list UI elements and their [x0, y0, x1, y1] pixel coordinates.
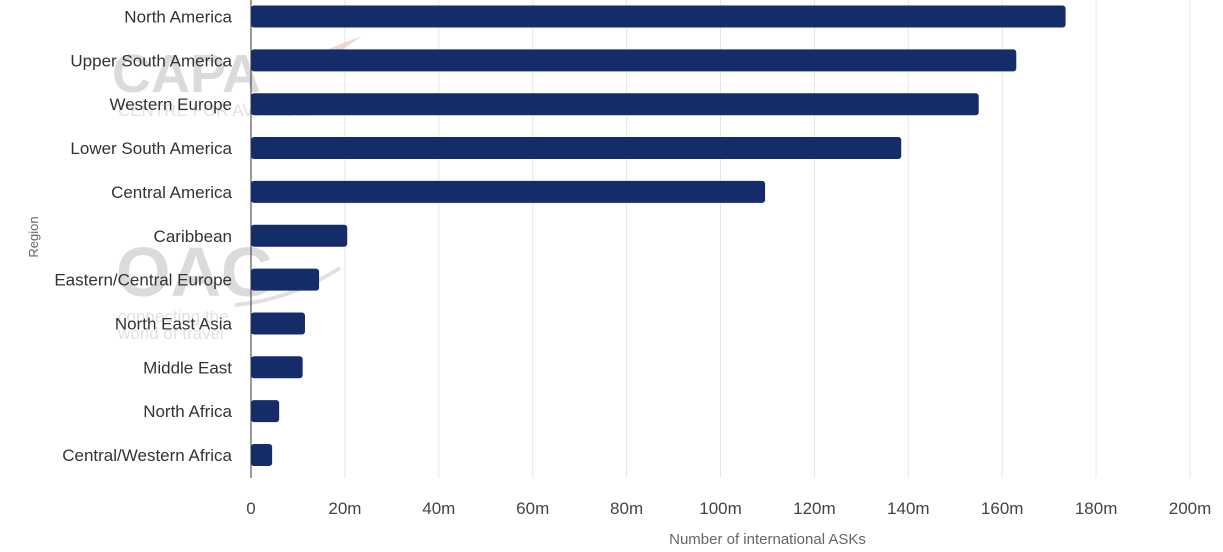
- bars: [251, 5, 1066, 466]
- y-axis-title: Region: [26, 216, 41, 257]
- bar: [251, 356, 303, 379]
- x-axis-title: Number of international ASKs: [669, 531, 866, 548]
- category-label: Eastern/Central Europe: [54, 271, 232, 290]
- bar: [251, 5, 1066, 28]
- capa-watermark-logo: CAPA: [112, 44, 261, 104]
- gridlines: [344, 0, 1191, 478]
- x-tick-label: 140m: [887, 499, 930, 518]
- x-tick-label: 60m: [516, 499, 549, 518]
- x-tick-label: 40m: [422, 499, 455, 518]
- category-label: Central/Western Africa: [62, 446, 232, 465]
- bar: [251, 137, 902, 160]
- category-label: Central America: [111, 183, 232, 202]
- category-label: Western Europe: [109, 95, 232, 114]
- x-tick-label: 20m: [328, 499, 361, 518]
- category-label: North Africa: [143, 402, 232, 421]
- category-label: North East Asia: [115, 314, 233, 333]
- x-tick-labels: 0 20m 40m 60m 80m 100m 120m 140m 160m 180m 200m: [246, 499, 1211, 518]
- bar: [251, 444, 273, 466]
- x-tick-label: 200m: [1169, 499, 1212, 518]
- bar: [251, 268, 320, 291]
- oag-watermark-logo: OAG: [116, 233, 275, 311]
- x-tick-label: 120m: [793, 499, 836, 518]
- oag-swoosh-icon: [234, 266, 342, 307]
- x-tick-label: 0: [246, 499, 255, 518]
- bar: [251, 400, 280, 423]
- x-tick-label: 80m: [610, 499, 643, 518]
- x-tick-label: 160m: [981, 499, 1024, 518]
- category-label: Middle East: [143, 358, 232, 377]
- bar: [251, 312, 305, 335]
- category-labels: North America Upper South America Western …: [54, 8, 232, 466]
- category-label: North America: [124, 8, 232, 27]
- category-label: Lower South America: [70, 139, 232, 158]
- bar: [251, 180, 766, 203]
- bar: [251, 224, 348, 247]
- category-label: Caribbean: [154, 227, 232, 246]
- oag-watermark-tagline-2: world of travel: [117, 324, 224, 343]
- x-tick-label: 100m: [699, 499, 742, 518]
- oag-watermark: OAG connecting the world of travel: [116, 233, 342, 343]
- bar: [251, 49, 1017, 72]
- x-tick-label: 180m: [1075, 499, 1118, 518]
- bar: [251, 93, 979, 116]
- oag-watermark-tagline-1: connecting the: [118, 307, 229, 326]
- category-label: Upper South America: [70, 51, 232, 70]
